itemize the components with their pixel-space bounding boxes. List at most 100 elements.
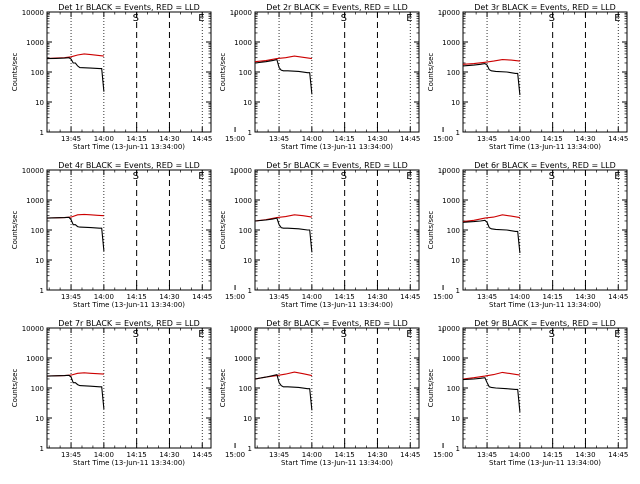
detector-panel-7: Det 7r BLACK = Events, RED = LLD 1 10 100 10… [11,319,245,467]
x-tick-label: 14:30 [159,135,179,143]
plot-frame [254,169,420,291]
events-series-line [46,374,105,410]
end-marker: E [198,329,204,340]
x-tick-label: 14:00 [302,293,322,301]
y-axis-label: Counts/sec [11,211,19,250]
y-axis-label: Counts/sec [11,53,19,92]
start-marker: S [133,329,139,340]
y-tick-label: 10000 [22,9,44,17]
y-tick-label: 1 [456,287,460,295]
panel-title: Det 3r BLACK = Events, RED = LLD [474,3,616,12]
y-axis-label: Counts/sec [427,211,435,250]
detector-panel-4: Det 4r BLACK = Events, RED = LLD 1 10 100 10… [11,161,245,309]
y-tick-label: 1 [40,287,44,295]
x-tick-label: 15:00 [433,293,453,301]
y-tick-label: 10000 [22,167,44,175]
y-tick-label: 10000 [230,9,252,17]
plot-frame [462,169,628,291]
panel-title: Det 1r BLACK = Events, RED = LLD [58,3,200,12]
x-tick-label: 14:15 [335,451,355,459]
x-tick-label: 13:45 [269,135,289,143]
detector-panel-3: Det 3r BLACK = Events, RED = LLD 1 10 100 10… [427,3,628,151]
x-tick-label: 15:00 [225,451,245,459]
x-tick-label: 14:00 [302,135,322,143]
end-marker: E [614,13,620,24]
y-tick-label: 100 [239,385,252,393]
start-marker: S [549,171,555,182]
panel-title: Det 5r BLACK = Events, RED = LLD [266,161,408,170]
y-tick-label: 100 [239,227,252,235]
events-series-line [46,57,105,92]
end-marker: E [198,171,204,182]
plot-frame [462,11,628,133]
y-tick-label: 1000 [442,355,460,363]
x-axis-label: Start Time (13-Jun-11 13:34:00) [489,459,601,467]
x-tick-label: 14:30 [575,451,595,459]
x-tick-label: 14:15 [335,135,355,143]
x-axis-label: Start Time (13-Jun-11 13:34:00) [489,301,601,309]
end-marker: E [406,13,412,24]
panel-title: Det 6r BLACK = Events, RED = LLD [474,161,616,170]
y-tick-label: 1000 [442,39,460,47]
start-marker: S [341,171,347,182]
panel-title: Det 8r BLACK = Events, RED = LLD [266,319,408,328]
x-tick-label: 14:15 [127,451,147,459]
x-tick-label: 15:00 [433,451,453,459]
x-axis-label: Start Time (13-Jun-11 13:34:00) [73,143,185,151]
x-tick-label: 13:45 [269,293,289,301]
lld-series-line [462,371,520,380]
y-tick-label: 1 [40,445,44,453]
lld-series-line [462,214,520,223]
x-axis-label: Start Time (13-Jun-11 13:34:00) [281,143,393,151]
x-tick-label: 14:45 [608,135,628,143]
y-tick-label: 10000 [438,325,460,333]
y-tick-label: 10 [451,99,460,107]
x-tick-label: 13:45 [61,293,81,301]
x-tick-label: 14:00 [302,451,322,459]
x-tick-label: 14:30 [575,293,595,301]
y-tick-label: 10 [243,257,252,265]
y-tick-label: 10000 [438,9,460,17]
start-marker: S [549,13,555,24]
detector-panel-2: Det 2r BLACK = Events, RED = LLD 1 10 100 10… [219,3,453,151]
plot-frame [254,327,420,449]
end-marker: E [614,329,620,340]
x-tick-label: 14:30 [367,451,387,459]
lld-series-line [462,59,520,65]
y-tick-label: 100 [447,227,460,235]
y-tick-label: 10000 [22,325,44,333]
plot-frame [254,11,420,133]
y-tick-label: 10 [243,415,252,423]
plot-frame [46,327,212,449]
x-tick-label: 14:45 [192,293,212,301]
y-tick-label: 1000 [26,39,44,47]
x-axis-label: Start Time (13-Jun-11 13:34:00) [281,301,393,309]
y-tick-label: 1000 [26,355,44,363]
events-series-line [254,373,313,411]
end-marker: E [198,13,204,24]
x-tick-label: 14:15 [127,293,147,301]
y-axis-label: Counts/sec [427,53,435,92]
y-tick-label: 100 [239,69,252,77]
x-axis-label: Start Time (13-Jun-11 13:34:00) [281,459,393,467]
events-series-line [462,377,521,412]
events-series-line [462,219,521,254]
x-tick-label: 15:00 [225,293,245,301]
panel-title: Det 9r BLACK = Events, RED = LLD [474,319,616,328]
detector-panel-1: Det 1r BLACK = Events, RED = LLD 1 10 100 10… [11,3,245,151]
x-tick-label: 14:15 [127,135,147,143]
plot-frame [46,11,212,133]
x-tick-label: 14:15 [543,293,563,301]
x-tick-label: 14:45 [608,451,628,459]
x-tick-label: 14:00 [510,135,530,143]
panel-title: Det 7r BLACK = Events, RED = LLD [58,319,200,328]
x-tick-label: 14:30 [367,293,387,301]
x-tick-label: 14:00 [94,293,114,301]
events-series-line [254,58,313,95]
start-marker: S [341,329,347,340]
y-tick-label: 1 [40,129,44,137]
lld-series-line [254,55,312,63]
x-tick-label: 14:45 [608,293,628,301]
